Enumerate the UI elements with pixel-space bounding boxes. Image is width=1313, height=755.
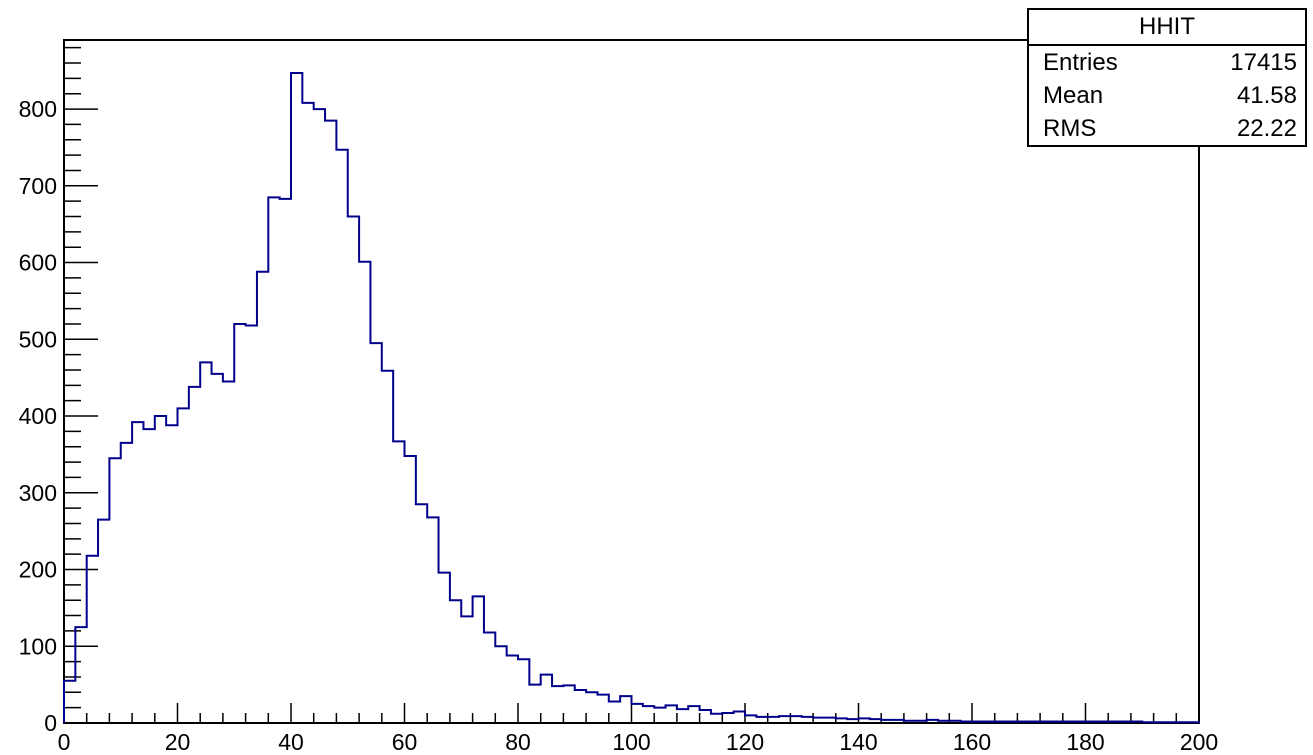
histogram-bin — [745, 715, 756, 723]
histogram-bin — [280, 199, 291, 723]
histogram-bin — [609, 702, 620, 723]
histogram-bin — [779, 716, 790, 723]
y-tick-label: 300 — [19, 480, 57, 506]
histogram-bin — [643, 706, 654, 723]
histogram-bin — [155, 416, 166, 723]
histogram-bin — [552, 686, 563, 723]
histogram-bin — [666, 705, 677, 723]
y-tick-label: 200 — [19, 557, 57, 583]
histogram-bin — [416, 504, 427, 723]
histogram-bin — [257, 272, 268, 723]
y-tick-label: 400 — [19, 403, 57, 429]
histogram-bin — [563, 685, 574, 723]
histogram-bin — [359, 262, 370, 723]
histogram-bin — [166, 425, 177, 723]
histogram-bin — [439, 573, 450, 723]
histogram-bin — [87, 556, 98, 723]
histogram-bin — [405, 456, 416, 723]
stat-label-mean: Mean — [1043, 82, 1104, 109]
histogram-bin — [722, 713, 733, 723]
histogram-bin — [370, 343, 381, 723]
histogram-bin — [575, 690, 586, 723]
histogram-bin — [507, 655, 518, 723]
stat-value-mean: 41.58 — [1236, 82, 1297, 109]
histogram-bin — [654, 708, 665, 723]
stat-row-entries: Entries 17415 — [1029, 46, 1305, 79]
histogram-bin — [302, 103, 313, 723]
histogram-bin — [132, 422, 143, 723]
stat-label-rms: RMS — [1043, 115, 1097, 142]
histogram-bin — [484, 632, 495, 723]
histogram-bin — [178, 408, 189, 723]
histogram-bin — [143, 429, 154, 723]
histogram-bin — [541, 675, 552, 723]
stat-value-entries: 17415 — [1230, 49, 1297, 76]
x-axis: 0 20 40 60 80 100 120 140 160 180 200 — [58, 703, 1218, 755]
histogram-bin — [268, 197, 279, 723]
histogram-bin — [189, 387, 200, 723]
stat-label-entries: Entries — [1043, 49, 1118, 76]
y-tick-label: 100 — [19, 633, 57, 659]
x-tick-label: 0 — [58, 729, 71, 755]
x-tick-label: 100 — [612, 729, 650, 755]
histogram-bin — [200, 362, 211, 723]
stats-box: HHIT Entries 17415 Mean 41.58 RMS 22.22 — [1027, 8, 1307, 147]
histogram-bin — [620, 696, 631, 723]
histogram-bin — [700, 710, 711, 723]
histogram-bin — [688, 706, 699, 723]
stat-value-rms: 22.22 — [1236, 115, 1297, 142]
x-tick-label: 40 — [278, 729, 304, 755]
histogram-bin — [450, 600, 461, 723]
x-tick-label: 60 — [392, 729, 418, 755]
histogram-bin — [336, 150, 347, 723]
histogram-bin — [109, 458, 120, 723]
x-tick-label: 140 — [839, 729, 877, 755]
histogram-bin — [212, 374, 223, 723]
histogram-bin — [291, 73, 302, 723]
histogram-bin — [734, 711, 745, 723]
y-tick-label: 500 — [19, 326, 57, 352]
histogram-bin — [98, 520, 109, 723]
x-tick-label: 160 — [953, 729, 991, 755]
histogram-bin — [121, 443, 132, 723]
y-tick-label: 600 — [19, 250, 57, 276]
histogram-bin — [382, 371, 393, 723]
x-tick-label: 80 — [505, 729, 531, 755]
histogram-bin — [427, 517, 438, 723]
histogram-bin — [677, 709, 688, 723]
y-tick-label: 700 — [19, 173, 57, 199]
histogram-bin — [586, 692, 597, 723]
histogram-bin — [632, 704, 643, 723]
histogram-bin — [64, 681, 75, 723]
x-tick-label: 200 — [1180, 729, 1218, 755]
histogram-bin — [223, 382, 234, 724]
histogram-series — [63, 71, 1200, 724]
histogram-bin — [314, 109, 325, 723]
histogram-bin — [461, 616, 472, 723]
y-axis: 0 100 200 300 400 500 600 700 800 — [19, 46, 98, 736]
histogram-bin — [790, 716, 801, 723]
histogram-bin — [495, 646, 506, 723]
histogram-bin — [518, 659, 529, 723]
histogram-bin — [711, 714, 722, 723]
histogram-bin — [246, 325, 257, 723]
histogram-line — [63, 71, 1200, 724]
stat-row-mean: Mean 41.58 — [1029, 79, 1305, 112]
histogram-bin — [325, 121, 336, 723]
histogram-bin — [393, 441, 404, 723]
histogram-bin — [473, 596, 484, 723]
histogram-bin — [234, 324, 245, 723]
y-tick-label: 800 — [19, 96, 57, 122]
histogram-bin — [75, 627, 86, 723]
x-tick-label: 120 — [726, 729, 764, 755]
histogram-bin — [348, 217, 359, 723]
histogram-bin — [597, 695, 608, 723]
stat-row-rms: RMS 22.22 — [1029, 112, 1305, 145]
stats-title: HHIT — [1029, 10, 1305, 46]
histogram-bin — [529, 685, 540, 723]
x-tick-label: 20 — [165, 729, 191, 755]
x-tick-label: 180 — [1066, 729, 1104, 755]
y-tick-label: 0 — [44, 710, 57, 736]
